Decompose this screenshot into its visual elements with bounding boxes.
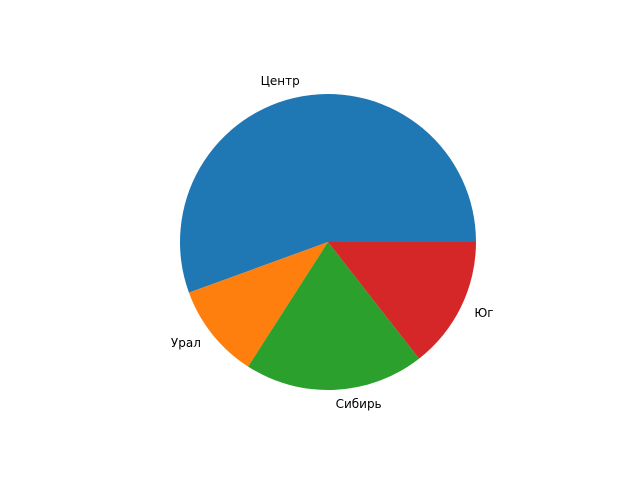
pie-slice-0 (179, 94, 476, 293)
pie-label-2: Сибирь (336, 397, 382, 411)
pie-slice-1 (188, 242, 328, 367)
pie-slice-2 (248, 242, 420, 390)
pie-slice-3 (328, 242, 476, 359)
pie-slices (179, 94, 476, 390)
pie-label-3: Юг (474, 306, 493, 320)
pie-label-0: Центр (261, 74, 300, 88)
pie-label-1: Урал (171, 336, 201, 350)
pie-labels: Центр Урал Сибирь Юг (171, 74, 494, 411)
